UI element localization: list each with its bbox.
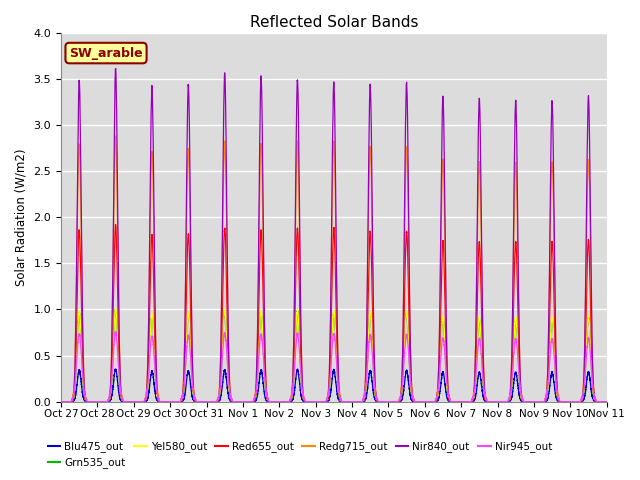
Yel580_out <box>603 399 611 405</box>
Blu475_out <box>168 399 176 405</box>
Red655_out <box>601 399 609 405</box>
Line: Red655_out: Red655_out <box>61 225 607 402</box>
Blu475_out <box>409 399 417 405</box>
Nir945_out <box>601 399 609 405</box>
Redg715_out <box>262 359 269 364</box>
Grn535_out <box>262 385 269 391</box>
Redg715_out <box>487 399 495 405</box>
Nir945_out <box>409 396 417 401</box>
Red655_out <box>409 396 417 402</box>
Blu475_out <box>262 395 269 400</box>
Nir840_out <box>262 365 269 371</box>
Red655_out <box>262 376 269 382</box>
Line: Redg715_out: Redg715_out <box>61 136 607 402</box>
Red655_out <box>111 222 119 228</box>
Legend: Blu475_out, Grn535_out, Yel580_out, Red655_out, Redg715_out, Nir840_out, Nir945_: Blu475_out, Grn535_out, Yel580_out, Red6… <box>44 437 556 472</box>
Text: SW_arable: SW_arable <box>69 47 143 60</box>
Grn535_out <box>409 396 417 402</box>
Redg715_out <box>168 399 176 405</box>
Line: Blu475_out: Blu475_out <box>61 369 607 402</box>
Grn535_out <box>487 399 495 405</box>
Red655_out <box>174 399 182 405</box>
Red655_out <box>57 399 65 405</box>
Redg715_out <box>603 399 611 405</box>
Nir840_out <box>601 399 609 405</box>
Line: Nir840_out: Nir840_out <box>61 69 607 402</box>
Nir945_out <box>174 399 182 405</box>
Grn535_out <box>174 399 182 405</box>
Nir945_out <box>262 381 269 387</box>
Yel580_out <box>112 305 120 311</box>
Blu475_out <box>487 399 495 405</box>
Grn535_out <box>112 306 120 312</box>
Nir945_out <box>487 399 495 405</box>
Redg715_out <box>174 399 182 405</box>
Nir945_out <box>603 399 611 405</box>
Blu475_out <box>174 399 182 405</box>
Grn535_out <box>601 399 609 405</box>
Redg715_out <box>409 396 417 401</box>
Yel580_out <box>168 399 176 405</box>
Line: Grn535_out: Grn535_out <box>61 309 607 402</box>
Nir945_out <box>57 399 65 405</box>
Yel580_out <box>262 384 269 389</box>
Nir840_out <box>603 399 611 405</box>
Title: Reflected Solar Bands: Reflected Solar Bands <box>250 15 418 30</box>
Blu475_out <box>57 399 65 405</box>
Blu475_out <box>601 399 609 405</box>
Yel580_out <box>601 399 609 405</box>
Grn535_out <box>168 399 176 405</box>
Nir945_out <box>168 399 176 405</box>
Red655_out <box>487 399 495 405</box>
Nir840_out <box>174 399 182 405</box>
Nir840_out <box>487 399 495 405</box>
Yel580_out <box>487 399 495 405</box>
Nir840_out <box>409 397 417 403</box>
Yel580_out <box>409 397 417 403</box>
Line: Nir945_out: Nir945_out <box>61 332 607 402</box>
Line: Yel580_out: Yel580_out <box>61 308 607 402</box>
Redg715_out <box>57 399 65 405</box>
Nir840_out <box>57 399 65 405</box>
Red655_out <box>168 399 176 405</box>
Redg715_out <box>601 399 609 405</box>
Yel580_out <box>57 399 65 405</box>
Y-axis label: Solar Radiation (W/m2): Solar Radiation (W/m2) <box>15 148 28 286</box>
Nir945_out <box>112 329 120 335</box>
Nir840_out <box>168 399 176 405</box>
Grn535_out <box>57 399 65 405</box>
Grn535_out <box>603 399 611 405</box>
Blu475_out <box>111 366 119 372</box>
Red655_out <box>603 399 611 405</box>
Yel580_out <box>174 399 182 405</box>
Blu475_out <box>603 399 611 405</box>
Redg715_out <box>112 133 120 139</box>
Nir840_out <box>112 66 120 72</box>
